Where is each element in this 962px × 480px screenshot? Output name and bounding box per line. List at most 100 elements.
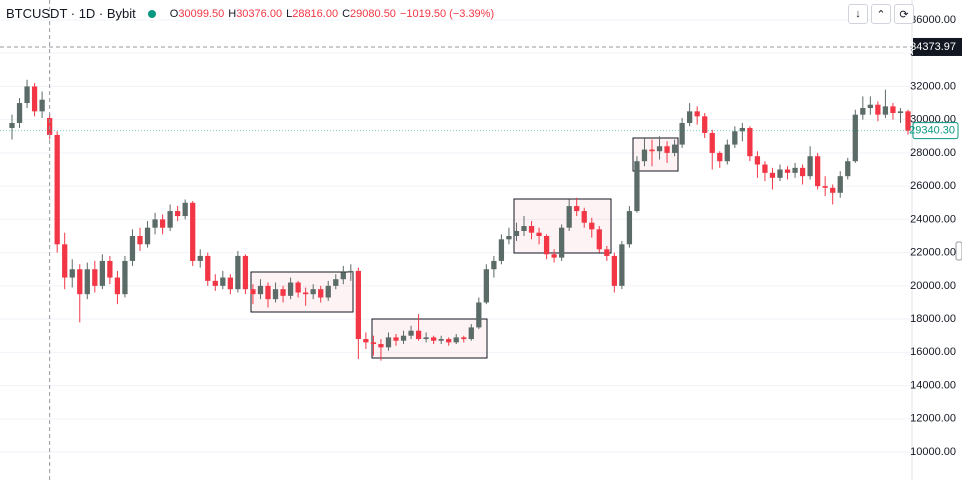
candle-body [513,231,520,236]
candle-body [815,156,821,187]
candle-body [114,277,121,295]
candle-body [348,270,354,273]
y-tick-label: 24000.00 [910,213,956,225]
candle-body [589,222,595,230]
candle-body [641,149,648,162]
collapse-button[interactable]: ⌃ [871,4,891,24]
marks [0,0,912,480]
candle-body [875,104,881,115]
candle-body [604,249,610,256]
candle-body [890,106,896,114]
candle-body [295,282,301,293]
candle-body [566,206,572,228]
y-tick-label: 26000.00 [910,180,956,192]
candle-body [31,86,38,112]
candle-body [84,269,90,295]
candle-body [762,164,768,173]
candle-body [152,219,158,228]
scroll-handle[interactable] [955,241,962,261]
ohlc-value: 29080.50 [350,7,396,20]
candle-body [506,236,512,240]
y-tick-label: 22000.00 [910,247,956,259]
candle-body [476,302,482,328]
candle-body [385,337,392,348]
candle-body [596,229,602,250]
candle-body [468,327,474,340]
candle-body [77,269,83,295]
candle-body [190,202,196,261]
candle-body [62,244,68,278]
candle-body [363,339,369,343]
candle-body [491,260,497,270]
refresh-button[interactable]: ⟳ [894,4,914,24]
candle-body [559,227,565,258]
candle-body [333,279,339,286]
candle-body [39,99,45,112]
y-tick-label: 20000.00 [910,280,956,292]
candle-body [197,255,203,261]
candle-body [830,187,836,193]
candle-body [212,280,218,286]
ohlc-key: L [286,7,293,20]
candle-body [837,176,843,193]
candle-body [679,122,685,145]
candle-body [882,106,889,115]
ohlc-key: O [169,7,179,20]
candle-body [634,161,640,212]
candle-body [242,255,249,290]
candle-body [69,269,75,278]
y-tick-label: 18000.00 [910,313,956,325]
candle-body [747,127,753,157]
candle-body [438,339,444,341]
ohlc-key: H [228,7,237,20]
last-price-box [912,122,959,140]
candle-body [265,285,271,300]
candle-body [400,335,407,341]
crosshair-price-box [913,37,962,56]
candle-body [867,104,873,109]
range-box [632,137,679,172]
candle-body [754,156,761,165]
candle-body [732,131,738,145]
candle-body [107,260,113,278]
candle-body [897,111,904,114]
symbol[interactable]: BTCUSDT · 1D · Bybit [6,6,136,21]
candle-body [280,289,286,296]
candle-body [528,226,535,233]
candle-body [581,211,587,223]
candle-body [318,289,324,298]
candle-body [656,146,663,152]
y-tick-label: 12000.00 [910,413,956,425]
candle-body [845,161,851,177]
candle-body [431,337,437,341]
candle-body [415,330,422,340]
candle-body [408,330,414,336]
candle-body [852,114,858,162]
status-dot [147,9,156,18]
candle-body [393,337,399,341]
change: −1019.50 (−3.39%) [399,7,495,20]
candle-body [137,236,143,245]
candle-body [16,103,23,123]
last-price-label: 29340.30 [909,125,955,137]
candle-body [92,269,98,286]
ohlc-value: 30376.00 [236,7,283,20]
candle-body [807,156,813,177]
candle-body [574,206,580,212]
candle-body [619,244,625,286]
candle-body [220,277,226,286]
candle-body [792,167,798,173]
y-tick-label: 32000.00 [910,80,956,92]
candle-body [167,211,173,228]
candle-body [257,285,264,295]
range-box [371,318,488,359]
candle-body [9,122,15,128]
arrow-down-button[interactable]: ↓ [848,4,868,24]
candle-body [378,344,384,348]
candle-body [446,339,452,343]
candle-body [724,144,730,162]
legend-header: BTCUSDT · 1D · Bybit O 30099.50 H 30376.00… [6,6,494,21]
candle-body [303,292,309,295]
